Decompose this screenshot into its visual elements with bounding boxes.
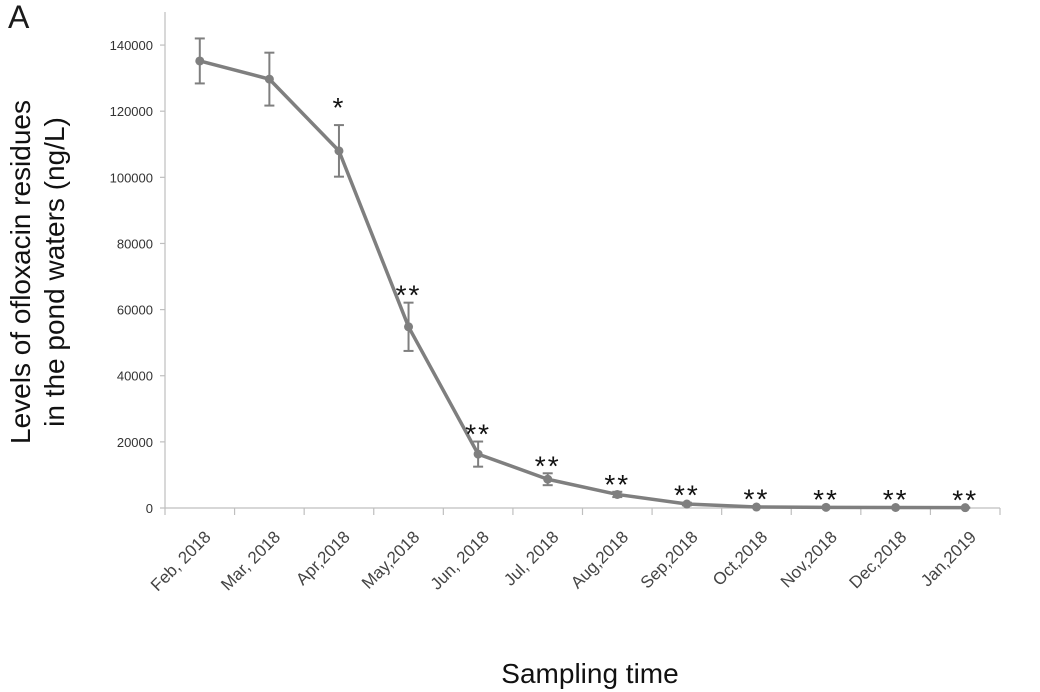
y-tick-label: 80000 bbox=[117, 236, 153, 251]
y-tick-label: 120000 bbox=[110, 104, 153, 119]
significance-marker: ** bbox=[535, 450, 561, 481]
y-axis-title-line-2: in the pond waters (ng/L) bbox=[39, 117, 70, 427]
significance-marker: ** bbox=[952, 484, 978, 515]
x-tick-label: Jan,2019 bbox=[917, 527, 980, 590]
y-tick-label: 40000 bbox=[117, 369, 153, 384]
y-tick-label: 0 bbox=[146, 501, 153, 516]
significance-marker: ** bbox=[396, 280, 422, 311]
data-point bbox=[334, 146, 344, 156]
significance-marker: ** bbox=[465, 419, 491, 450]
significance-marker: ** bbox=[674, 480, 700, 511]
x-tick-label: May,2018 bbox=[358, 527, 423, 592]
significance-marker: ** bbox=[883, 484, 909, 515]
data-point bbox=[543, 474, 553, 484]
significance-marker: ** bbox=[604, 469, 630, 500]
axes bbox=[160, 12, 1001, 515]
y-axis-title-line-1: Levels of ofloxacin residues bbox=[5, 100, 36, 444]
data-point bbox=[612, 489, 622, 499]
significance-marker: ** bbox=[813, 484, 839, 515]
significance-marker: * bbox=[333, 92, 346, 123]
y-tick-label: 100000 bbox=[110, 170, 153, 185]
data-point bbox=[821, 502, 831, 512]
panel-label: A bbox=[8, 0, 30, 35]
data-point bbox=[473, 449, 483, 459]
data-point bbox=[404, 322, 414, 332]
x-tick-labels: Feb, 2018 Mar, 2018 Apr,2018 May,2018 Jun, 2… bbox=[147, 527, 980, 595]
x-tick-label: Apr,2018 bbox=[292, 527, 354, 589]
data-point bbox=[682, 499, 692, 509]
significance-markers: ********* ** ** ** ** ** bbox=[333, 92, 978, 515]
series-line bbox=[199, 59, 966, 510]
x-tick-label: Feb, 2018 bbox=[147, 527, 215, 595]
data-point bbox=[264, 74, 274, 84]
series-group bbox=[194, 37, 971, 513]
x-tick-label: Oct,2018 bbox=[709, 527, 771, 589]
x-tick-label: Mar, 2018 bbox=[217, 527, 284, 594]
x-tick-label: Jul, 2018 bbox=[500, 527, 562, 589]
y-tick-label: 60000 bbox=[117, 303, 153, 318]
x-tick-label: Jun, 2018 bbox=[427, 527, 493, 593]
data-point bbox=[751, 502, 761, 512]
x-axis-title: Sampling time bbox=[501, 658, 678, 689]
data-point bbox=[195, 56, 205, 66]
y-axis-title: Levels of ofloxacin residues in the pond… bbox=[5, 100, 70, 444]
data-point bbox=[891, 503, 901, 513]
x-tick-label: Sep,2018 bbox=[637, 527, 702, 592]
data-point bbox=[960, 503, 970, 513]
y-tick-label: 140000 bbox=[110, 38, 153, 53]
significance-marker: ** bbox=[744, 484, 770, 515]
y-tick-labels: 0 20000 40000 60000 80000 100000 120000 140000 bbox=[110, 38, 153, 516]
x-tick-label: Aug,2018 bbox=[567, 527, 632, 592]
y-tick-label: 20000 bbox=[117, 435, 153, 450]
x-tick-label: Nov,2018 bbox=[777, 527, 841, 591]
x-tick-label: Dec,2018 bbox=[846, 527, 911, 592]
